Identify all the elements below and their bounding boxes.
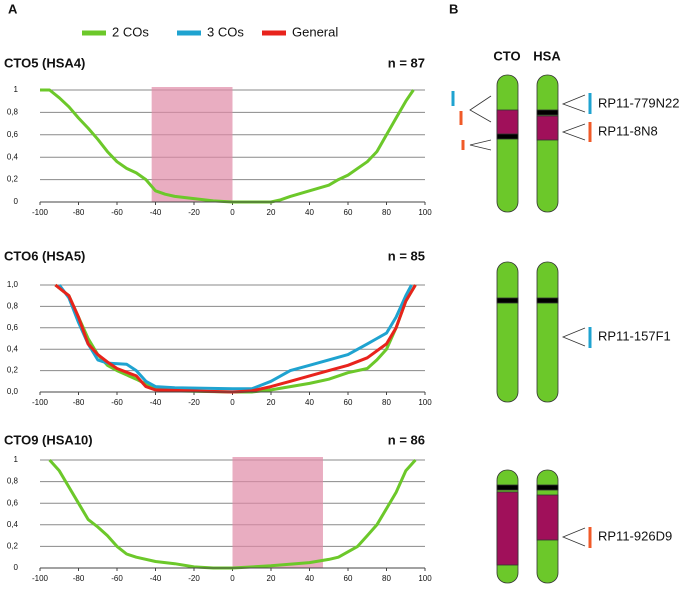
x-tick-label: -40 [150,398,162,407]
y-tick-label: 1 [14,85,19,94]
x-tick-label: 40 [305,208,314,217]
pointer [561,327,586,347]
chromosome [496,74,519,213]
band [536,115,559,141]
highlight-region [151,87,233,202]
x-tick-label: 80 [382,208,391,217]
y-tick-label: 0 [14,563,19,572]
probe-label: RP11-157F1 [598,328,671,343]
y-tick-label: 0,2 [7,542,19,551]
y-tick-label: 0 [14,197,19,206]
x-tick-label: -20 [188,208,200,217]
y-tick-label: 0,8 [7,302,19,311]
chart-title: CTO6 (HSA5) [4,248,85,263]
chromosome [496,261,519,403]
pointer [469,139,492,151]
x-tick-label: -40 [150,574,162,583]
x-tick-label: 0 [230,574,235,583]
y-tick-label: 0,0 [7,387,19,396]
y-tick-label: 0,8 [7,477,19,486]
probe-label: RP11-8N8 [598,123,658,138]
legend-label: 2 COs [112,24,149,39]
x-tick-label: -20 [188,398,200,407]
band [496,109,519,136]
x-tick-label: -80 [73,398,85,407]
centromere [536,484,559,491]
legend-label: 3 COs [207,24,244,39]
x-tick-label: 80 [382,574,391,583]
x-tick-label: -60 [111,398,123,407]
x-tick-label: 0 [230,208,235,217]
x-tick-label: 40 [305,574,314,583]
x-tick-label: -100 [32,574,49,583]
pointer [561,527,586,547]
x-tick-label: 80 [382,398,391,407]
centromere [536,109,559,116]
x-tick-label: 20 [267,398,276,407]
y-tick-label: 0,6 [7,323,19,332]
y-tick-label: 0,4 [7,152,19,161]
pointer [561,94,586,113]
y-tick-label: 0,6 [7,130,19,139]
x-tick-label: -100 [32,208,49,217]
y-tick-label: 0,2 [7,366,19,375]
x-tick-label: 40 [305,398,314,407]
y-tick-label: 0,6 [7,498,19,507]
column-header: HSA [533,48,561,63]
centromere [536,297,559,304]
y-tick-label: 0,4 [7,520,19,529]
pointer [561,123,586,141]
centromere [496,297,519,304]
x-tick-label: -40 [150,208,162,217]
x-tick-label: 60 [344,574,353,583]
y-tick-label: 0,4 [7,344,19,353]
x-tick-label: 100 [418,398,432,407]
probe-label: RP11-926D9 [598,528,672,543]
x-tick-label: 0 [230,398,235,407]
x-tick-label: -60 [111,208,123,217]
highlight-region [232,457,323,568]
series-line [54,283,417,394]
y-tick-label: 0,8 [7,108,19,117]
centromere [496,484,519,491]
series-line [54,283,417,394]
x-tick-label: 60 [344,208,353,217]
panel-label: B [449,1,458,16]
x-tick-label: 20 [267,574,276,583]
legend: 2 COs 3 COs General [82,24,338,39]
y-tick-label: 1,0 [7,280,19,289]
legend-label: General [292,24,338,39]
chromosome [536,261,559,403]
band [496,491,519,566]
y-tick-label: 1 [14,455,19,464]
series-line [40,88,415,204]
x-tick-label: 20 [267,208,276,217]
x-tick-label: 100 [418,208,432,217]
pointer [469,95,492,123]
x-tick-label: 100 [418,574,432,583]
x-tick-label: -80 [73,574,85,583]
x-tick-label: -100 [32,398,49,407]
chromosome-diagram: CTO HSA RP11-779N22 RP11-8N8 RP11-157F1 [451,48,679,584]
probe-label: RP11-779N22 [598,95,679,110]
x-tick-label: -80 [73,208,85,217]
chart-title: CTO5 (HSA4) [4,55,85,70]
series-line [58,284,413,391]
panel-label: A [8,1,18,16]
x-tick-label: -20 [188,574,200,583]
centromere [496,133,519,140]
n-label: n = 86 [388,432,425,447]
x-tick-label: 60 [344,398,353,407]
x-tick-label: -60 [111,574,123,583]
chromosome [536,74,559,213]
n-label: n = 87 [388,55,425,70]
y-tick-label: 0,2 [7,175,19,184]
chart-title: CTO9 (HSA10) [4,432,93,447]
column-header: CTO [493,48,520,63]
band [536,494,559,541]
n-label: n = 85 [388,248,425,263]
